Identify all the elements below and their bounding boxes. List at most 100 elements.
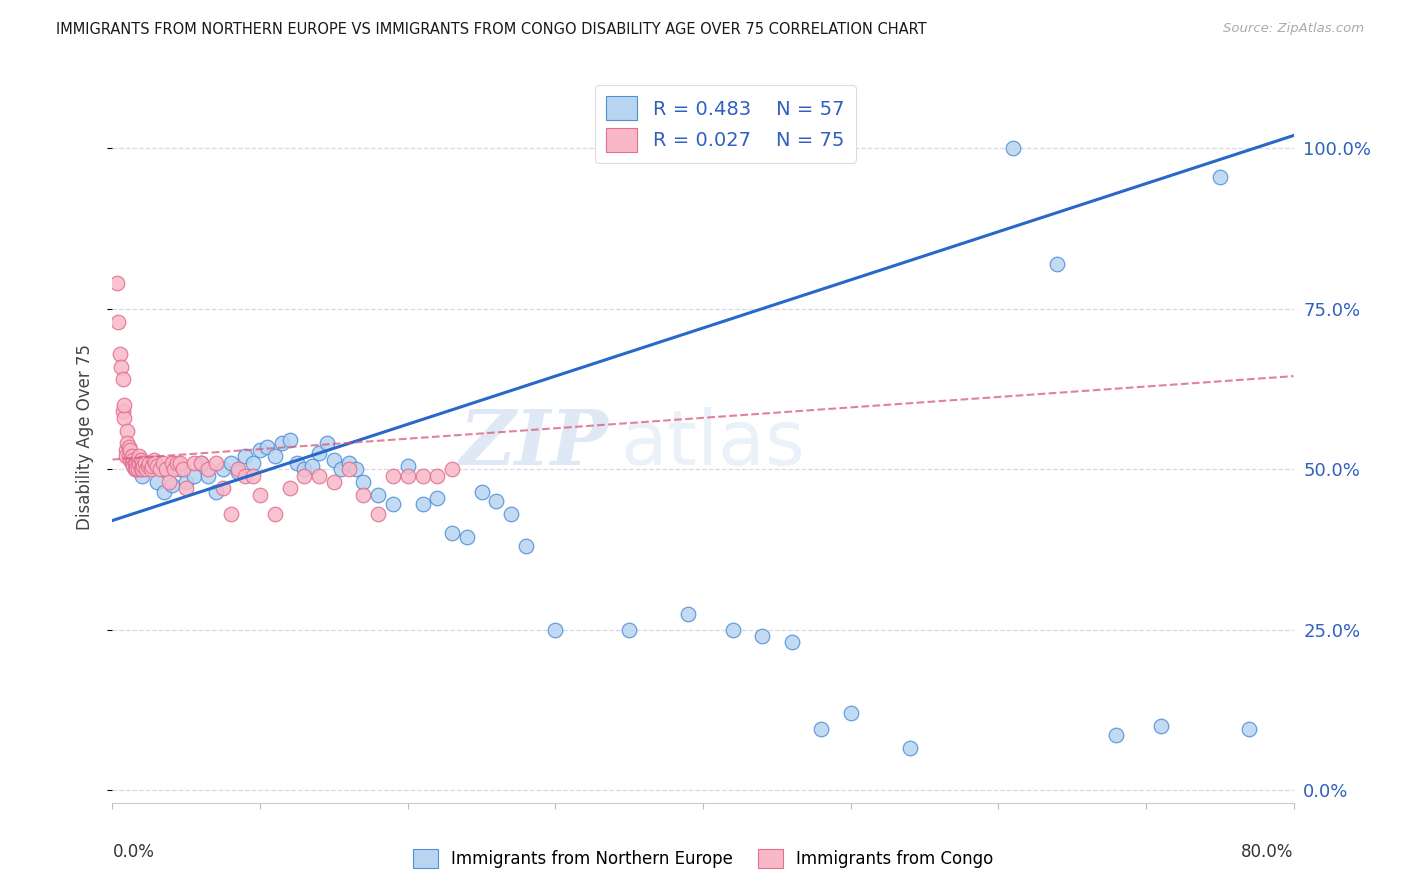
- Point: [249, 442, 271, 457]
- Point: [138, 456, 160, 470]
- Point: [128, 450, 150, 464]
- Point: [153, 484, 176, 499]
- Point: [141, 458, 163, 473]
- Point: [166, 456, 188, 470]
- Point: [249, 488, 271, 502]
- Legend: R = 0.483    N = 57, R = 0.027    N = 75: R = 0.483 N = 57, R = 0.027 N = 75: [595, 85, 856, 163]
- Point: [233, 450, 256, 464]
- Point: [131, 462, 153, 476]
- Point: [285, 456, 308, 470]
- Point: [1001, 141, 1024, 155]
- Point: [226, 466, 249, 480]
- Point: [485, 494, 508, 508]
- Point: [167, 462, 190, 476]
- Text: IMMIGRANTS FROM NORTHERN EUROPE VS IMMIGRANTS FROM CONGO DISABILITY AGE OVER 75 : IMMIGRANTS FROM NORTHERN EUROPE VS IMMIG…: [56, 22, 927, 37]
- Point: [117, 436, 138, 450]
- Point: [411, 498, 433, 512]
- Point: [219, 507, 242, 521]
- Point: [264, 450, 287, 464]
- Point: [125, 462, 148, 476]
- Point: [183, 468, 205, 483]
- Point: [226, 462, 249, 476]
- Point: [134, 456, 156, 470]
- Point: [278, 434, 301, 448]
- Point: [124, 456, 146, 470]
- Point: [135, 462, 157, 476]
- Point: [146, 475, 169, 489]
- Point: [382, 468, 405, 483]
- Point: [132, 458, 155, 473]
- Point: [382, 498, 405, 512]
- Point: [810, 722, 832, 736]
- Point: [242, 456, 264, 470]
- Point: [426, 491, 449, 505]
- Point: [163, 462, 186, 476]
- Y-axis label: Disability Age Over 75: Disability Age Over 75: [76, 344, 94, 530]
- Point: [205, 484, 228, 499]
- Text: atlas: atlas: [620, 408, 806, 482]
- Point: [751, 629, 773, 643]
- Point: [330, 462, 353, 476]
- Point: [264, 507, 287, 521]
- Point: [292, 462, 315, 476]
- Point: [128, 456, 150, 470]
- Text: Source: ZipAtlas.com: Source: ZipAtlas.com: [1223, 22, 1364, 36]
- Point: [367, 488, 389, 502]
- Point: [120, 442, 142, 457]
- Point: [131, 456, 153, 470]
- Point: [129, 462, 152, 476]
- Point: [142, 452, 165, 467]
- Point: [183, 456, 205, 470]
- Point: [174, 482, 197, 496]
- Point: [256, 440, 278, 454]
- Point: [470, 484, 494, 499]
- Point: [278, 482, 301, 496]
- Point: [118, 440, 141, 454]
- Point: [114, 450, 136, 464]
- Legend: Immigrants from Northern Europe, Immigrants from Congo: Immigrants from Northern Europe, Immigra…: [406, 843, 1000, 875]
- Point: [197, 468, 219, 483]
- Point: [352, 488, 374, 502]
- Text: 0.0%: 0.0%: [112, 843, 155, 861]
- Point: [619, 623, 641, 637]
- Point: [308, 468, 330, 483]
- Point: [501, 507, 523, 521]
- Point: [426, 468, 449, 483]
- Point: [111, 372, 134, 386]
- Point: [122, 458, 145, 473]
- Point: [143, 456, 166, 470]
- Point: [146, 458, 169, 473]
- Point: [1150, 719, 1173, 733]
- Point: [114, 442, 136, 457]
- Point: [138, 456, 160, 470]
- Point: [233, 468, 256, 483]
- Point: [105, 276, 128, 290]
- Point: [197, 462, 219, 476]
- Point: [212, 482, 235, 496]
- Point: [107, 315, 129, 329]
- Point: [139, 462, 162, 476]
- Point: [155, 462, 177, 476]
- Point: [212, 462, 235, 476]
- Point: [174, 475, 197, 489]
- Point: [1208, 170, 1232, 185]
- Point: [292, 468, 315, 483]
- Point: [121, 450, 143, 464]
- Point: [111, 404, 134, 418]
- Point: [396, 458, 419, 473]
- Point: [160, 478, 183, 492]
- Point: [122, 452, 145, 467]
- Point: [169, 456, 191, 470]
- Point: [118, 450, 141, 464]
- Point: [129, 452, 152, 467]
- Point: [411, 468, 433, 483]
- Point: [456, 529, 478, 543]
- Point: [127, 462, 149, 476]
- Point: [190, 456, 212, 470]
- Point: [396, 468, 419, 483]
- Point: [121, 456, 143, 470]
- Point: [110, 359, 132, 374]
- Point: [352, 475, 374, 489]
- Point: [131, 468, 153, 483]
- Point: [1105, 728, 1128, 742]
